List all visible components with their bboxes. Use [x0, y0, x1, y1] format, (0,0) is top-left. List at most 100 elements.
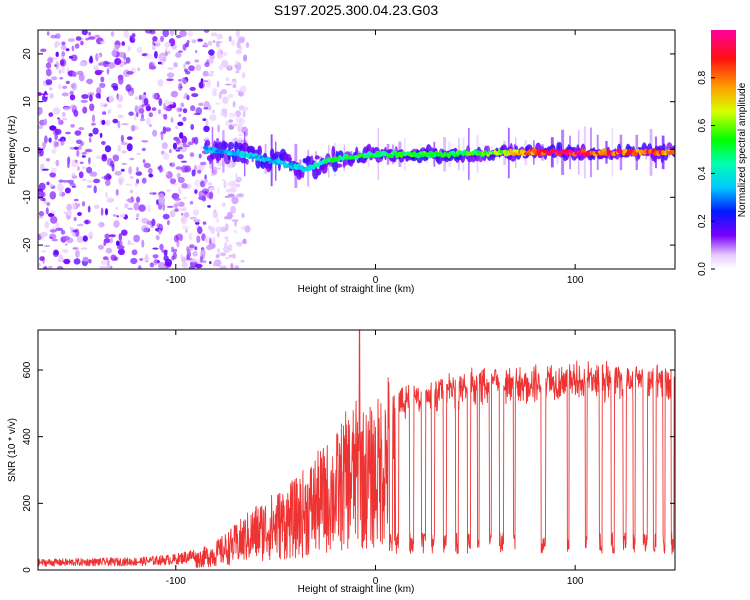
- spectrogram-noise-blob: [189, 201, 194, 205]
- spectrogram-noise-blob: [118, 233, 123, 242]
- spectrogram-noise-blob: [209, 114, 217, 122]
- spectrogram-noise-blob: [57, 138, 63, 142]
- spectrogram-noise-blob: [50, 216, 58, 224]
- spectrogram-noise-blob: [45, 207, 49, 215]
- spectrogram-noise-blob: [180, 212, 184, 216]
- spectrogram-noise-blob: [76, 149, 80, 157]
- spectrogram-noise-blob: [175, 52, 182, 58]
- spectrogram-noise-blob: [44, 94, 48, 98]
- spectrogram-noise-blob: [192, 209, 200, 216]
- spectrogram-noise-blob: [242, 110, 246, 118]
- spectrogram-noise-blob: [127, 45, 131, 52]
- spectrogram-noise-blob: [173, 197, 181, 201]
- spectrogram-noise-blob: [141, 177, 147, 184]
- spectrogram-noise-blob: [163, 103, 166, 111]
- spectrogram-noise-blob: [57, 84, 62, 90]
- spectrogram-noise-blob: [67, 179, 74, 184]
- spectrogram-noise-blob: [239, 38, 245, 44]
- spectrogram-noise-blob: [183, 63, 187, 70]
- spectrogram-noise-blob: [94, 34, 100, 38]
- spectrogram-noise-blob: [154, 50, 158, 59]
- spectrogram-noise-blob: [38, 216, 44, 219]
- spectrogram-noise-blob: [185, 229, 188, 233]
- spectrogram-noise-blob: [55, 61, 60, 70]
- spectrogram-noise-blob: [232, 83, 237, 89]
- spectrogram-noise-blob: [191, 169, 196, 177]
- spectrogram-noise-blob: [109, 237, 113, 244]
- spectrogram-noise-blob: [171, 246, 175, 253]
- spectrogram-noise-blob: [181, 135, 188, 144]
- spectrogram-noise-blob: [75, 36, 82, 41]
- spectrogram-noise-blob: [54, 41, 61, 47]
- spectrogram-noise-blob: [162, 152, 170, 160]
- spectrogram-noise-blob: [51, 148, 57, 155]
- spectrogram-noise-blob: [185, 61, 191, 65]
- spectrogram-noise-blob: [133, 112, 137, 121]
- spectrogram-noise-blob: [105, 61, 111, 65]
- spectrogram-noise-blob: [51, 238, 58, 242]
- spectrogram-noise-blob: [237, 193, 245, 198]
- spectrogram-noise-blob: [61, 65, 65, 74]
- spectrogram-noise-blob: [41, 168, 49, 171]
- spectrogram-noise-blob: [238, 123, 242, 127]
- spectrogram-noise-blob: [77, 166, 80, 171]
- spectrogram-noise-blob: [91, 122, 96, 126]
- spectrogram-noise-blob: [98, 62, 104, 66]
- spectrogram-noise-blob: [93, 185, 97, 194]
- spectrogram-noise-blob: [238, 118, 245, 125]
- spectrogram-noise-blob: [136, 196, 141, 203]
- spectrogram-noise-blob: [166, 189, 172, 193]
- spectrogram-noise-blob: [166, 220, 170, 226]
- spectrogram-noise-blob: [54, 128, 62, 135]
- snr-y-label: SNR (10 * v/v): [7, 418, 18, 482]
- spectrogram-noise-blob: [63, 106, 71, 111]
- spectrogram-noise-blob: [61, 51, 66, 57]
- spectrogram-noise-blob: [105, 247, 113, 254]
- spectrogram-noise-blob: [44, 135, 48, 144]
- spectrogram-noise-blob: [141, 147, 146, 152]
- spectrogram-noise-blob: [105, 179, 111, 186]
- spectrogram-noise-blob: [158, 228, 162, 235]
- snr-y-axis: 0 200 400 600: [22, 361, 675, 573]
- spectrogram-noise-blob: [105, 119, 111, 127]
- spectrogram-noise-blob: [189, 152, 195, 158]
- spectrogram-noise-blob: [223, 242, 228, 249]
- spectrogram-noise-blob: [117, 114, 124, 119]
- spectrogram-noise-blob: [70, 203, 77, 210]
- spectrogram-noise-blob: [224, 256, 231, 260]
- spectrogram-noise-blob: [57, 183, 64, 192]
- spectrogram-noise-blob: [67, 38, 75, 42]
- spectrogram-noise-blob: [117, 103, 122, 109]
- spectrogram-noise-blob: [180, 254, 184, 260]
- spectrogram-noise-blob: [206, 74, 214, 77]
- spectrogram-noise-blob: [86, 185, 92, 188]
- spectrogram-noise-blob: [73, 146, 79, 150]
- spectrogram-noise-blob: [232, 101, 236, 108]
- spectrogram-noise-blob: [101, 119, 106, 126]
- spectrogram-noise-blob: [197, 38, 204, 42]
- spectrogram-noise-blob: [130, 257, 138, 265]
- spectrogram-noise-blob: [231, 80, 238, 84]
- spectrogram-y-tick-label: 10: [22, 96, 33, 108]
- spectrogram-noise-blob: [71, 175, 78, 179]
- spectrogram-noise-blob: [40, 231, 48, 237]
- spectrogram-noise-blob: [95, 92, 101, 99]
- spectrogram-trace-point: [580, 148, 586, 154]
- spectrogram-noise-blob: [143, 162, 151, 169]
- spectrogram-noise-blob: [215, 102, 221, 105]
- spectrogram-noise-blob: [170, 117, 174, 123]
- spectrogram-noise-blob: [176, 107, 181, 113]
- spectrogram-noise-blob: [198, 153, 202, 159]
- spectrogram-noise-blob: [121, 229, 128, 236]
- spectrogram-noise-blob: [77, 223, 84, 227]
- spectrogram-noise-blob: [91, 114, 96, 123]
- spectrogram-noise-blob: [86, 180, 93, 183]
- spectrogram-noise-blob: [138, 204, 146, 212]
- spectrogram-noise-blob: [232, 253, 236, 259]
- spectrogram-noise-blob: [182, 116, 187, 122]
- spectrogram-noise-blob: [86, 78, 94, 85]
- spectrogram-halo: [335, 163, 343, 168]
- spectrogram-noise-blob: [245, 42, 250, 48]
- spectrogram-noise-blob: [144, 30, 153, 34]
